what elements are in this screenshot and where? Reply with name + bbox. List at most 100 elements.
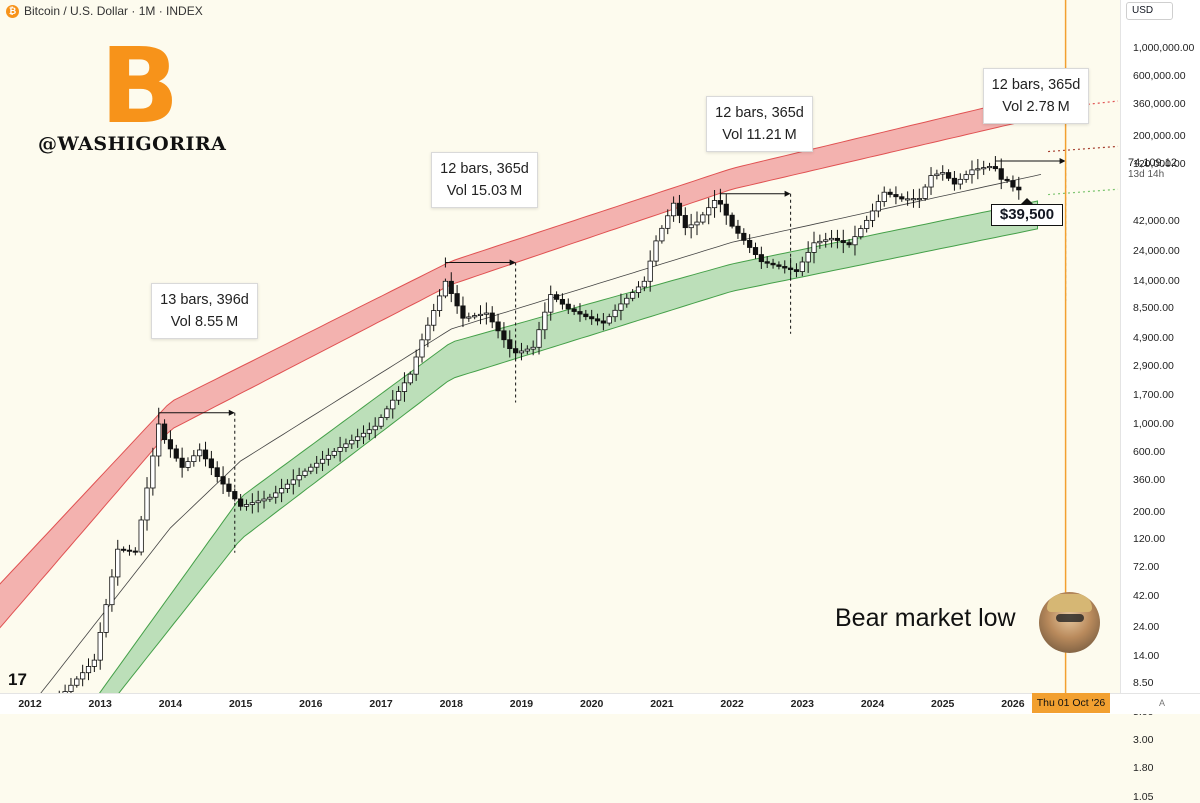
- candle-up: [337, 447, 343, 452]
- candle-up: [144, 487, 150, 521]
- candle-down: [208, 458, 214, 469]
- candle-up: [940, 172, 946, 175]
- price-tick-label: 24,000.00: [1133, 245, 1180, 258]
- callout-volume: Vol 2.78 M: [1002, 99, 1070, 115]
- year-tick-label: 2016: [299, 698, 323, 710]
- year-tick-label: 2021: [650, 698, 674, 710]
- price-tick-label: 120.00: [1133, 533, 1166, 546]
- candle-down: [454, 293, 460, 307]
- avatar-glasses: [1056, 614, 1084, 622]
- candle-up: [981, 167, 987, 170]
- candle-down: [489, 312, 495, 323]
- candle-down: [495, 321, 501, 332]
- year-tick-label: 2014: [158, 698, 183, 710]
- tradingview-logo-icon[interactable]: 17: [8, 670, 27, 689]
- candle-up: [372, 425, 378, 431]
- candle-down: [121, 548, 127, 551]
- candle-down: [1004, 178, 1010, 181]
- price-tick-label: 1,000.00: [1133, 418, 1174, 430]
- measure-callout-2018[interactable]: 12 bars, 365d Vol 15.03 M: [431, 152, 538, 208]
- candle-up: [419, 339, 425, 358]
- price-tick-label: 72.00: [1133, 561, 1160, 574]
- candle-up: [472, 315, 478, 318]
- time-axis[interactable]: 2012 2013 2014 2015 2016 2017 2018 2019 2020 2021…: [0, 693, 1200, 714]
- candle-up: [536, 329, 542, 348]
- measure-callout-2022[interactable]: 12 bars, 365d Vol 11.21 M: [706, 96, 813, 152]
- candle-down: [173, 448, 179, 459]
- candle-down: [179, 457, 185, 468]
- candle-up: [390, 399, 396, 410]
- candle-up: [191, 455, 197, 463]
- candle-down: [998, 168, 1004, 180]
- last-price-tag: 74,109.12 13d 14h: [1128, 157, 1177, 181]
- candle-down: [214, 467, 220, 478]
- candle-down: [723, 203, 729, 216]
- year-tick-label: 2024: [860, 698, 885, 710]
- candle-up: [659, 227, 665, 242]
- candle-up: [308, 466, 314, 472]
- candle-up: [314, 462, 320, 468]
- candle-up: [91, 659, 97, 667]
- price-chart[interactable]: [0, 0, 1120, 693]
- candle-up: [934, 173, 940, 176]
- candle-up: [483, 312, 489, 315]
- candle-up: [278, 488, 285, 494]
- candle-up: [355, 436, 361, 441]
- candle-up: [618, 303, 624, 311]
- price-tick-label: 24.00: [1133, 620, 1160, 633]
- candle-down: [682, 215, 688, 229]
- last-price-value: 74,109.12: [1128, 157, 1177, 169]
- candle-down: [220, 476, 226, 485]
- target-price-label[interactable]: $39,500: [991, 204, 1063, 226]
- chart-title[interactable]: Bitcoin / U.S. Dollar · 1M · INDEX: [24, 4, 203, 18]
- candle-down: [992, 166, 998, 170]
- price-tick-label: 2,900.00: [1133, 360, 1174, 373]
- candle-up: [817, 240, 823, 244]
- callout-volume: Vol 8.55 M: [170, 314, 239, 330]
- year-tick-label: 2025: [931, 698, 955, 710]
- candle-up: [805, 252, 811, 263]
- candle-up: [103, 604, 109, 633]
- measure-callout-2026[interactable]: 12 bars, 365d Vol 2.78 M: [983, 68, 1089, 124]
- candle-up: [905, 198, 911, 201]
- candle-up: [928, 175, 934, 188]
- projection-dotted-line: [1048, 145, 1119, 153]
- price-tick-label: 14.00: [1133, 650, 1160, 663]
- candle-down: [589, 316, 595, 320]
- price-tick-label: 42.00: [1133, 590, 1160, 603]
- candle-up: [518, 350, 525, 354]
- trend-line: [40, 174, 1042, 693]
- candle-down: [776, 264, 782, 267]
- callout-bars: 12 bars, 365d: [991, 77, 1081, 93]
- candle-up: [261, 498, 267, 502]
- candle-up: [290, 479, 296, 485]
- price-tick-label: 360.00: [1133, 473, 1166, 486]
- candle-up: [185, 461, 191, 468]
- candle-up: [858, 228, 864, 238]
- callout-bars: 12 bars, 365d: [715, 105, 804, 121]
- price-axis[interactable]: 1,000,000.00 600,000.00 360,000.00 200,000.…: [1120, 0, 1200, 803]
- candle-up: [828, 237, 835, 241]
- avatar-hair: [1047, 594, 1092, 612]
- candle-up: [542, 311, 548, 331]
- auto-scale-toggle[interactable]: A: [1158, 698, 1165, 708]
- candle-down: [735, 225, 741, 234]
- candle-up: [548, 294, 554, 313]
- year-tick-label: 2020: [579, 698, 604, 710]
- target-arrow-icon: [1020, 198, 1034, 205]
- candle-up: [799, 261, 805, 272]
- measure-arrow-icon: [228, 409, 235, 416]
- candle-down: [846, 242, 852, 246]
- candle-up: [109, 576, 115, 606]
- measure-callout-2014[interactable]: 13 bars, 396d Vol 8.55 M: [151, 283, 258, 339]
- candle-up: [436, 295, 443, 311]
- price-tick-label: 3.00: [1133, 733, 1154, 746]
- candle-up: [255, 500, 261, 504]
- candle-down: [747, 239, 753, 248]
- candle-up: [466, 316, 472, 319]
- measure-arrow-icon: [509, 259, 516, 266]
- year-tick-label: 2019: [509, 698, 534, 710]
- candle-up: [249, 502, 255, 505]
- candle-down: [507, 339, 513, 350]
- currency-selector[interactable]: USD: [1126, 2, 1173, 20]
